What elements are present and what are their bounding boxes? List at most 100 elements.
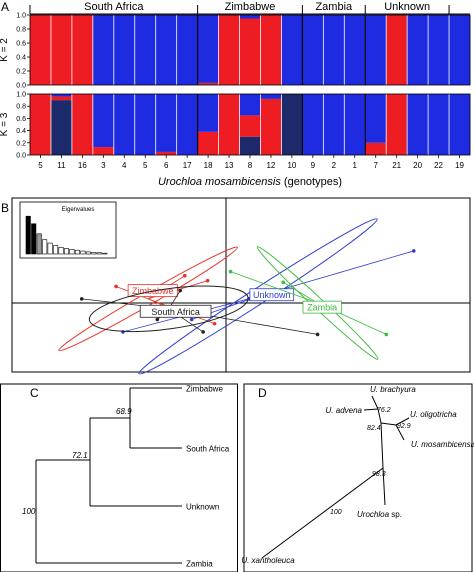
tree-branch — [380, 422, 384, 469]
tree-branch — [261, 467, 384, 559]
tree-branch — [371, 395, 379, 410]
bar-segment — [30, 15, 52, 85]
bootstrap-label: 100 — [22, 507, 36, 516]
x-tick-label: 17 — [183, 161, 192, 170]
x-tick-label: 10 — [287, 161, 296, 170]
data-point — [411, 249, 416, 253]
bar-segment — [50, 15, 73, 85]
bar-segment — [92, 147, 115, 155]
eigen-bar — [80, 250, 86, 255]
bar-segment — [365, 15, 387, 85]
data-point — [205, 278, 210, 283]
bar-segment — [386, 94, 408, 155]
y-tick-label: 0.6 — [16, 116, 26, 123]
spoke-line — [283, 281, 318, 304]
bar-segment — [281, 94, 303, 155]
bar-segment — [218, 94, 240, 155]
panel-label-b: B — [1, 201, 10, 215]
bar-segment — [197, 131, 219, 155]
eigen-bar — [91, 252, 97, 255]
group-label-box — [302, 300, 342, 314]
bar-segment — [50, 100, 73, 155]
group-label-box — [139, 304, 212, 318]
taxon-label: Urochloa sp. — [357, 510, 402, 519]
data-point — [228, 269, 233, 274]
bar-segment — [323, 94, 345, 155]
taxon-species: U. xantholeuca — [241, 556, 295, 565]
bar-segment — [449, 15, 471, 85]
eigen-bar — [102, 252, 108, 255]
data-point — [79, 297, 84, 301]
spoke-line — [230, 271, 318, 304]
taxon-species: U. advena — [326, 406, 363, 415]
y-tick-label: 0.6 — [16, 41, 26, 48]
taxon-label: U. brachyura — [370, 385, 416, 394]
bar-segment — [239, 115, 261, 137]
bar-segment — [428, 15, 450, 85]
panel-label-a: A — [1, 0, 10, 14]
bootstrap-label: 76.2 — [377, 407, 391, 414]
bar-segment — [155, 94, 177, 152]
bar-segment — [386, 15, 408, 85]
row-frame — [29, 14, 471, 86]
taxon-species: U. oligotricha — [410, 410, 457, 419]
tree-branch — [382, 467, 386, 506]
y-tick-label: 0.8 — [16, 104, 26, 111]
bootstrap-label: 82.4 — [367, 425, 381, 432]
eigen-bar — [36, 233, 42, 255]
bar-segment — [197, 15, 219, 83]
k-row-label: K = 3 — [0, 112, 10, 136]
bar-segment — [113, 94, 136, 155]
bootstrap-label: 72.1 — [72, 451, 88, 460]
eigen-bar — [58, 246, 64, 255]
taxon-species: U. brachyura — [370, 385, 416, 394]
taxon-species: U. mosambicensis — [411, 440, 474, 449]
tree-branch — [395, 417, 410, 426]
group-ellipse — [88, 285, 249, 333]
data-point — [155, 317, 160, 322]
x-tick-label: 19 — [455, 161, 464, 170]
tree-branch — [363, 408, 379, 411]
bar-segment — [50, 94, 73, 97]
data-point — [384, 332, 389, 337]
data-point — [281, 280, 286, 285]
eigen-bar — [47, 242, 53, 255]
eigen-bar — [69, 249, 75, 255]
bar-segment — [71, 94, 94, 155]
panel-d-frame — [243, 383, 473, 572]
x-axis-title-suffix: (genotypes) — [281, 176, 342, 188]
bar-segment — [260, 15, 282, 85]
bar-segment — [449, 94, 471, 155]
k-row-label: K = 2 — [0, 38, 10, 62]
bar-segment — [260, 98, 282, 155]
y-tick-label: 0.2 — [16, 140, 26, 147]
bar-segment — [323, 15, 345, 85]
x-tick-label: 22 — [434, 161, 443, 170]
x-tick-label: 11 — [57, 161, 66, 170]
bar-segment — [302, 94, 324, 155]
x-tick-label: 20 — [413, 161, 422, 170]
tree-branch — [380, 422, 397, 426]
group-label: Unknown — [384, 1, 430, 13]
data-point — [315, 332, 320, 337]
eigen-bar — [74, 249, 80, 255]
tree-leaf-label: Unknown — [186, 503, 219, 512]
y-tick-label: 1.0 — [16, 13, 26, 20]
eigen-bar — [42, 239, 48, 255]
taxon-species: Urochloa — [357, 510, 390, 519]
bar-segment — [407, 94, 429, 155]
taxon-label: U. advena — [326, 406, 363, 415]
bootstrap-label: 68.9 — [116, 407, 132, 416]
bar-segment — [239, 94, 261, 116]
bar-segment — [71, 15, 94, 85]
bootstrap-label: 100 — [330, 509, 342, 516]
bar-segment — [113, 15, 136, 85]
bar-segment — [407, 15, 429, 85]
bar-segment — [30, 94, 52, 155]
bar-segment — [239, 136, 261, 155]
taxon-suffix: sp. — [389, 510, 402, 519]
bar-segment — [218, 15, 240, 85]
bar-segment — [260, 94, 282, 99]
eigen-bar — [96, 252, 102, 255]
